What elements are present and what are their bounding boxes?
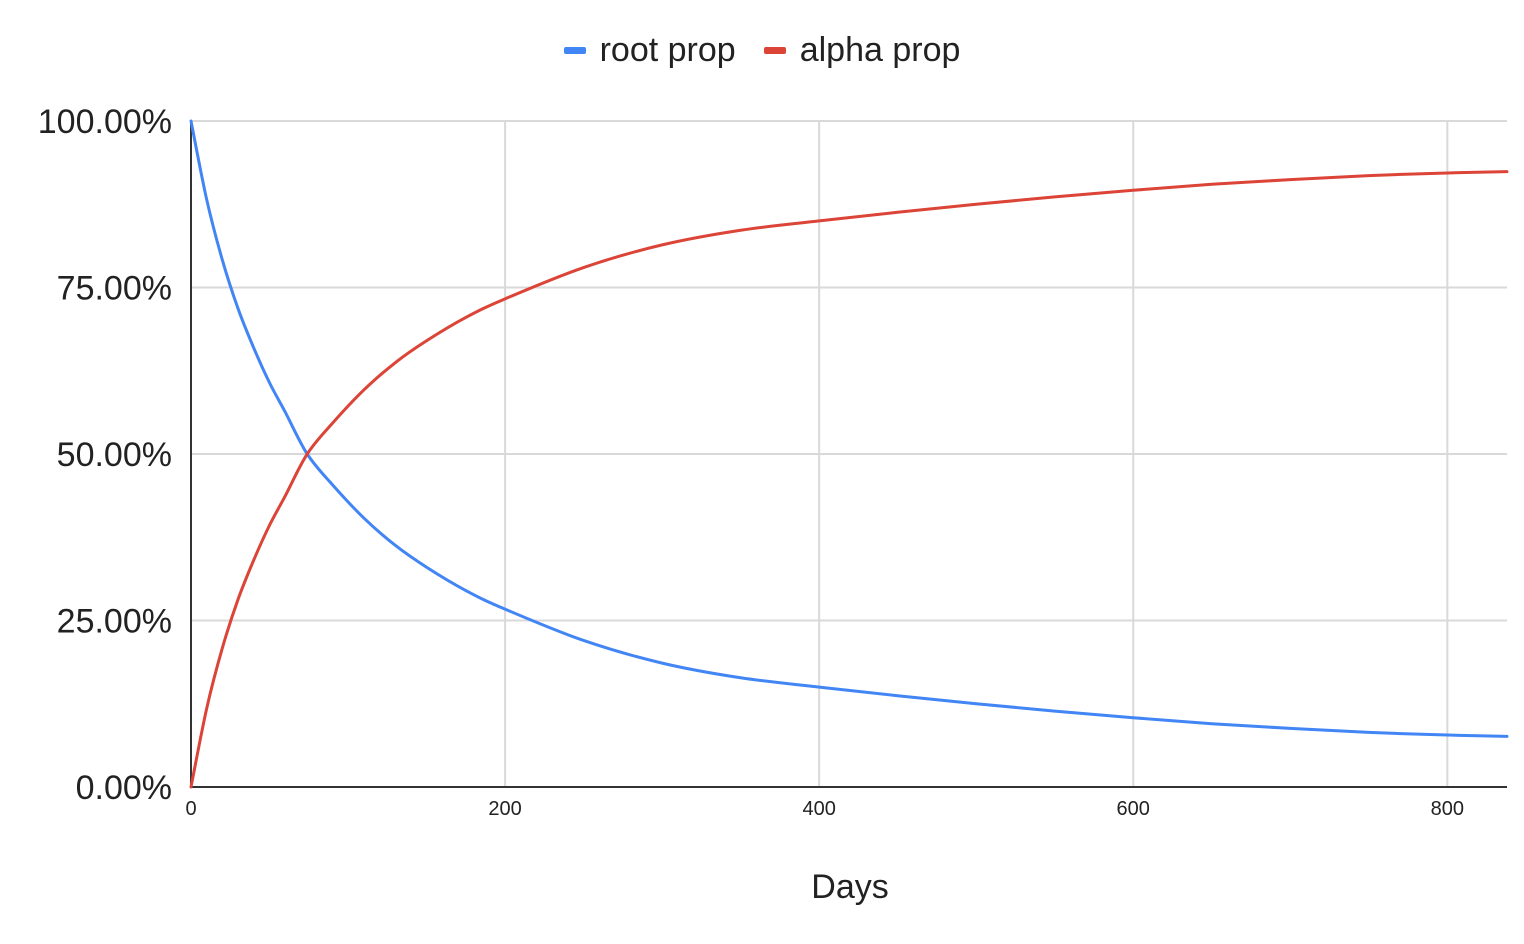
x-tick-label: 600 xyxy=(1117,798,1150,820)
legend-swatch-alpha-prop xyxy=(763,46,786,54)
series-lines xyxy=(189,119,1509,789)
y-tick-label: 100.00% xyxy=(38,103,172,141)
legend-label-alpha-prop: alpha prop xyxy=(799,30,961,69)
legend-item-alpha-prop[interactable]: alpha prop xyxy=(763,30,961,70)
grid-lines xyxy=(191,120,1507,787)
y-tick-label: 75.00% xyxy=(57,270,172,308)
y-tick-label: 0.00% xyxy=(76,769,172,807)
x-tick-label: 0 xyxy=(185,798,196,820)
x-axis-title: Days xyxy=(811,868,889,906)
x-tick-label: 800 xyxy=(1431,798,1464,820)
legend-label-root-prop: root prop xyxy=(599,30,736,69)
series-line-alpha-prop xyxy=(189,170,1509,789)
x-tick-label: 400 xyxy=(802,798,835,820)
series-line-root-prop xyxy=(189,119,1509,738)
axes xyxy=(190,121,1507,788)
y-tick-label: 25.00% xyxy=(57,603,172,641)
x-tick-label: 200 xyxy=(488,798,521,820)
legend: root prop alpha prop xyxy=(0,28,1524,72)
legend-swatch-root-prop xyxy=(563,46,586,54)
y-tick-labels: 0.00% 25.00% 50.00% 75.00% 100.00% xyxy=(38,103,172,807)
x-tick-labels: 0 200 400 600 800 xyxy=(185,798,1464,820)
y-tick-label: 50.00% xyxy=(57,436,172,474)
legend-item-root-prop[interactable]: root prop xyxy=(563,30,736,70)
